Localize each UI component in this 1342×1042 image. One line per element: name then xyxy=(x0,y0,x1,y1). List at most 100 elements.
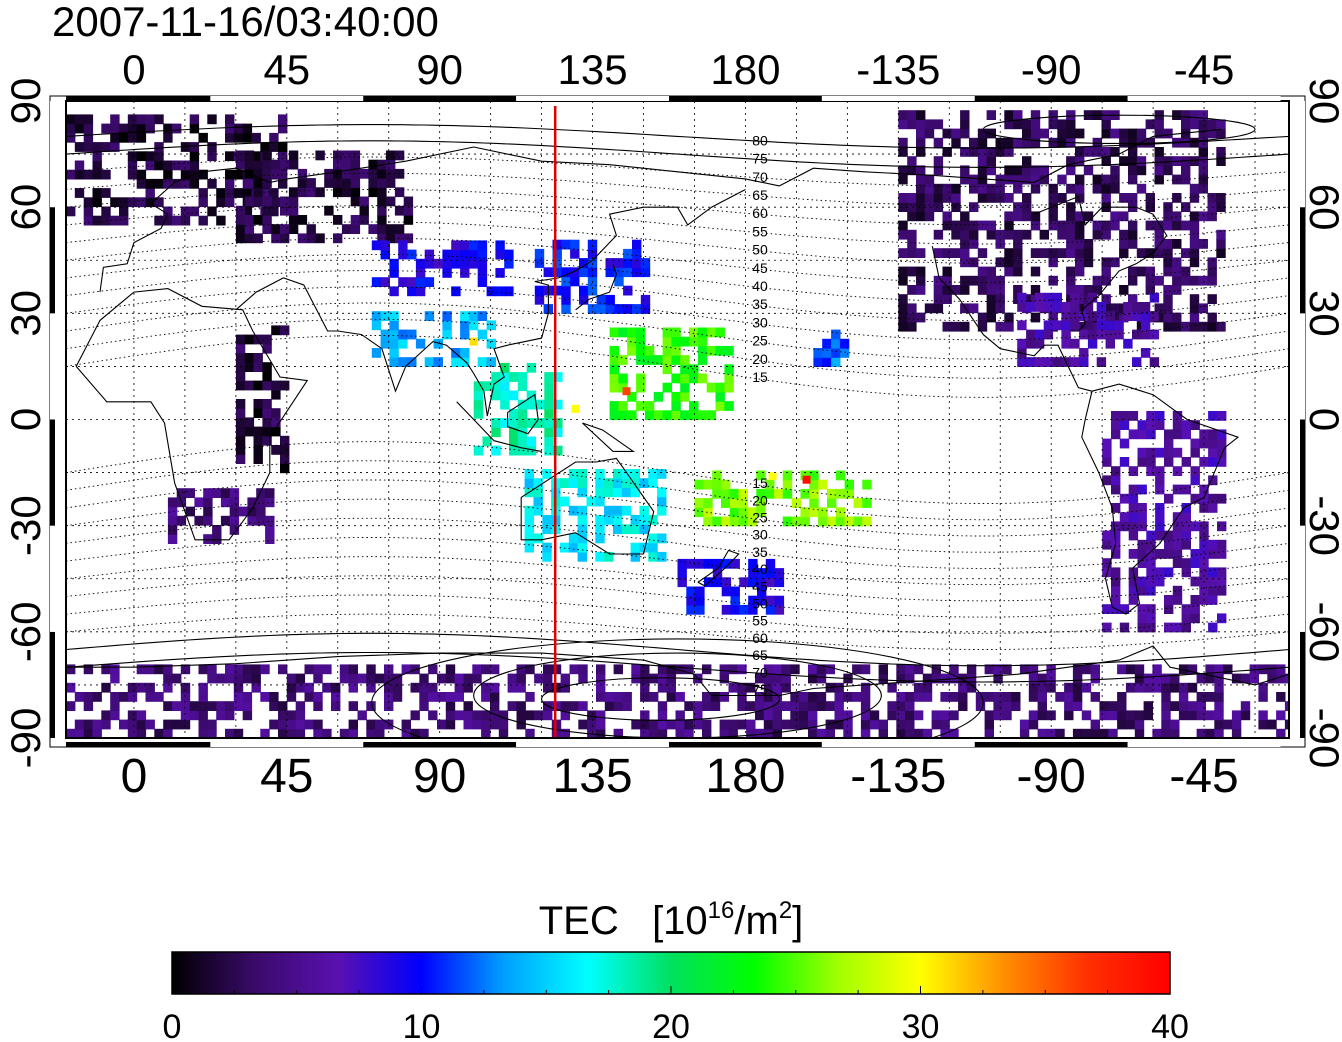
tec-patch-north-america xyxy=(898,110,1226,332)
contour-label: 40 xyxy=(752,561,768,577)
colorbar-tick-label: 20 xyxy=(652,1008,690,1042)
frame-band xyxy=(1300,313,1305,420)
y-tick-label-right: 90 xyxy=(1301,78,1342,125)
tec-patch-antarctic-rim xyxy=(66,664,1289,738)
y-tick-label-right: -30 xyxy=(1301,495,1342,556)
contour-label: 70 xyxy=(752,169,768,185)
frame-band xyxy=(516,96,670,101)
x-tick-label-top: 90 xyxy=(416,46,463,93)
coastline xyxy=(99,146,780,293)
frame-band xyxy=(669,742,822,747)
contour-label: 15 xyxy=(752,369,768,385)
coastline xyxy=(235,189,746,417)
timestamp-title: 2007-11-16/03:40:00 xyxy=(52,0,439,45)
frame-band xyxy=(363,742,517,747)
x-tick-label-bottom: -135 xyxy=(850,750,946,803)
contour-label: 70 xyxy=(752,664,768,680)
magnetic-contour xyxy=(66,537,1289,586)
coastline xyxy=(697,549,740,587)
contour-label: 50 xyxy=(752,596,768,612)
unit-exponent-2: 2 xyxy=(778,897,793,924)
frame-band xyxy=(66,96,211,101)
tec-hot-point xyxy=(802,475,811,484)
y-tick-label-left: -90 xyxy=(2,708,49,769)
contour-label: 45 xyxy=(752,260,768,276)
frame-band xyxy=(1300,101,1305,208)
unit-suffix: ] xyxy=(792,899,804,943)
magnetic-pole-contour xyxy=(982,114,1256,145)
contour-label: 25 xyxy=(752,510,768,526)
contour-label: 75 xyxy=(752,151,768,167)
coastline xyxy=(456,401,542,452)
tec-hot-point xyxy=(469,337,478,346)
magnetic-pole-contour xyxy=(371,638,984,738)
tec-patch-africa-east xyxy=(235,325,290,474)
y-tick-label-left: 60 xyxy=(2,184,49,231)
frame-band xyxy=(1127,96,1281,101)
x-tick-label-top: -45 xyxy=(1174,46,1235,93)
frame-band xyxy=(974,96,1128,101)
frame-band xyxy=(50,101,55,208)
colorbar-tick-label: 30 xyxy=(902,1008,940,1042)
magnetic-contour xyxy=(66,594,1289,634)
x-tick-label-bottom: 135 xyxy=(553,750,633,803)
coastline xyxy=(575,263,617,311)
x-tick-label-bottom: 45 xyxy=(260,750,313,803)
magnetic-contour xyxy=(66,156,1289,187)
tec-patch-hawaii xyxy=(813,329,850,367)
y-tick-label-right: -60 xyxy=(1301,601,1342,662)
coastline xyxy=(1033,195,1168,332)
frame-band xyxy=(210,96,364,101)
frame-band xyxy=(50,631,55,738)
magnetic-contour xyxy=(66,651,1289,683)
x-tick-label-top: -135 xyxy=(856,46,940,93)
frame-band xyxy=(50,419,55,526)
colorbar: 0 10 20 30 40 xyxy=(163,951,1189,1042)
contour-label: 15 xyxy=(752,475,768,491)
contour-label: 30 xyxy=(752,314,768,330)
colorbar-title: TEC [1016/m2] xyxy=(0,888,1342,944)
tec-patch-us-southeast xyxy=(1017,292,1160,367)
contour-label: 75 xyxy=(752,681,768,697)
frame-band xyxy=(821,96,975,101)
magnetic-contour xyxy=(66,237,1289,283)
contour-label: 65 xyxy=(752,187,768,203)
tec-patch-southeast-asia xyxy=(473,362,563,456)
frame-band xyxy=(210,742,364,747)
frame-band xyxy=(1300,419,1305,526)
magnetic-contour xyxy=(66,189,1289,226)
unit-exponent: 16 xyxy=(707,897,735,924)
frame-band xyxy=(1300,525,1305,632)
graticule-grid xyxy=(66,101,1289,738)
contour-label: 25 xyxy=(752,333,768,349)
frame-band xyxy=(1300,631,1305,738)
x-tick-label-top: 0 xyxy=(122,46,145,93)
magnetic-contour xyxy=(66,575,1289,618)
colorbar-tick-label: 40 xyxy=(1151,1008,1189,1042)
colorbar-title-label: TEC xyxy=(538,899,619,943)
contour-label: 80 xyxy=(752,132,768,148)
unit-mid: /m xyxy=(734,899,779,943)
colorbar-tick-label: 0 xyxy=(163,1008,182,1042)
tec-data-layer xyxy=(66,110,1289,738)
contour-label: 50 xyxy=(752,242,768,258)
contour-label: 20 xyxy=(752,492,768,508)
x-tick-label-top: -90 xyxy=(1021,46,1082,93)
contour-label: 55 xyxy=(752,613,768,629)
coastline xyxy=(931,245,1093,392)
x-tick-label-top: 135 xyxy=(558,46,628,93)
contour-label: 65 xyxy=(752,647,768,663)
x-tick-label-bottom: 90 xyxy=(413,750,466,803)
frame-band xyxy=(669,96,822,101)
frame-band xyxy=(50,207,55,314)
frame-band xyxy=(1300,207,1305,314)
tec-patch-south-america xyxy=(1102,411,1227,633)
x-tick-label-bottom: -45 xyxy=(1169,750,1238,803)
tec-patch-pacific-south xyxy=(694,470,872,527)
tec-hot-point xyxy=(768,472,777,481)
y-tick-label-left: 0 xyxy=(2,408,49,431)
tec-patch-australia xyxy=(524,469,667,562)
tec-patch-africa-south xyxy=(167,488,275,544)
colorbar-unit: [1016/m2] xyxy=(630,897,804,943)
